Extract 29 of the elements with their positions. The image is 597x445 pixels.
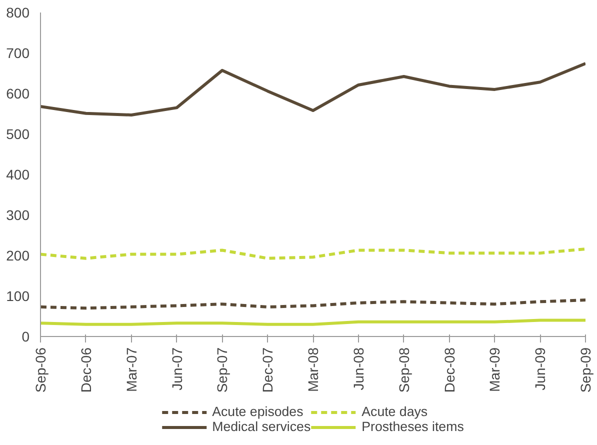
x-tick-label: Mar-08 <box>305 347 321 392</box>
x-tick-label: Dec-08 <box>441 347 458 393</box>
legend-label: Medical services <box>212 419 311 434</box>
x-tick-label: Sep-09 <box>578 347 594 393</box>
legend-label: Acute episodes <box>212 404 304 419</box>
legend-label: Prostheses items <box>362 419 464 434</box>
line-series <box>40 298 586 310</box>
y-tick-label: 300 <box>6 207 30 223</box>
y-tick-label: 200 <box>6 248 30 264</box>
y-tick-label: 0 <box>22 328 30 344</box>
x-tick-label: Jun-07 <box>168 347 185 390</box>
x-tick-label: Mar-07 <box>123 347 140 392</box>
y-tick-label: 500 <box>6 126 30 142</box>
line-series <box>40 62 586 116</box>
y-tick-label: 600 <box>6 86 30 102</box>
x-tick-label: Dec-07 <box>260 347 276 393</box>
x-tick-label: Mar-09 <box>486 347 503 392</box>
x-tick-label: Dec-06 <box>78 347 94 393</box>
legend-label: Acute days <box>362 404 428 419</box>
x-tick-label: Sep-06 <box>32 347 48 393</box>
x-tick-label: Sep-07 <box>214 347 230 393</box>
x-tick-label: Sep-08 <box>396 347 412 393</box>
y-tick-label: 800 <box>6 4 30 20</box>
x-tick-label: Jun-08 <box>350 347 366 390</box>
y-tick-label: 400 <box>6 166 30 182</box>
y-tick-label: 100 <box>6 288 30 304</box>
line-series <box>40 248 586 260</box>
x-tick-label: Jun-09 <box>532 347 548 390</box>
y-tick-label: 700 <box>6 45 30 61</box>
